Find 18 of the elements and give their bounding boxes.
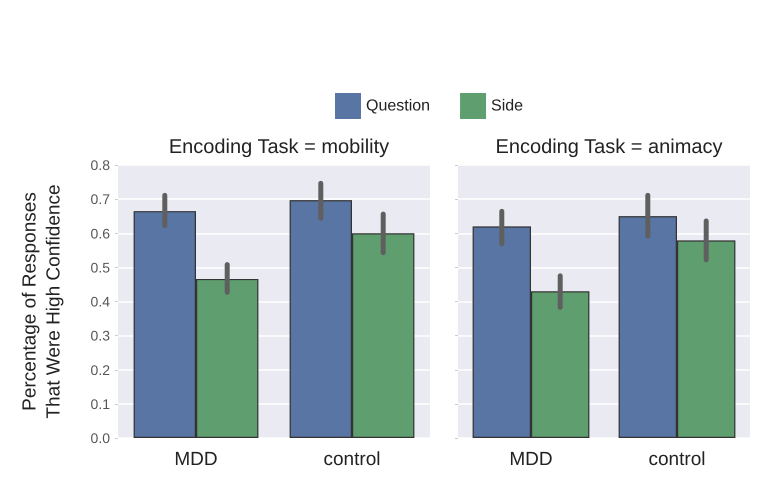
- legend-label: Side: [491, 98, 524, 114]
- x-tick-label: control: [648, 449, 706, 470]
- y-tick-label: 0.4: [90, 294, 110, 310]
- y-axis-title: Percentage of Responses That Were High Confidence: [20, 184, 64, 419]
- y-tick-label: 0.8: [90, 157, 110, 173]
- y-tick-label: 0.2: [90, 362, 110, 378]
- y-tick-label: 0.7: [90, 191, 110, 208]
- chart-title: Encoding Task = animacy: [496, 136, 722, 158]
- x-tick-label: control: [323, 449, 381, 470]
- y-tick-label: 0.1: [90, 396, 110, 412]
- legend-label: Question: [366, 98, 430, 114]
- chart-title: Encoding Task = mobility: [168, 136, 390, 158]
- y-tick-label: 0.0: [90, 430, 110, 446]
- y-tick-label: 0.6: [90, 225, 110, 242]
- x-tick-label: MDD: [509, 449, 553, 470]
- x-tick-label: MDD: [174, 449, 218, 470]
- y-tick-label: 0.5: [90, 259, 110, 276]
- y-tick-label: 0.3: [90, 328, 110, 344]
